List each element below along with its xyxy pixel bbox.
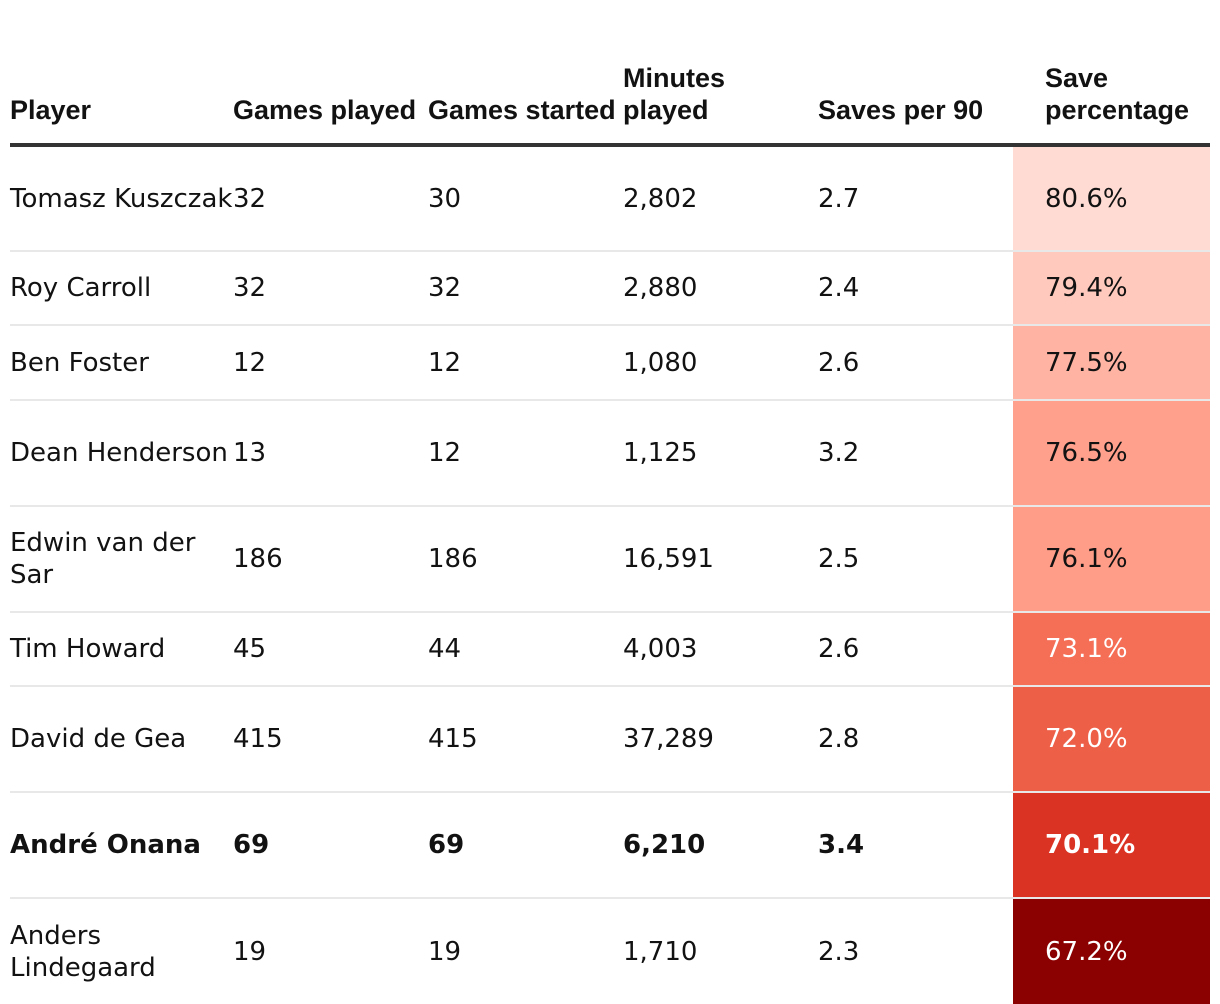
cell-minutes-played: 16,591 bbox=[623, 506, 818, 613]
table-row: Anders Lindegaard 19 19 1,710 2.3 67.2% bbox=[10, 898, 1210, 1004]
cell-games-started: 44 bbox=[428, 612, 623, 687]
cell-games-started: 12 bbox=[428, 400, 623, 507]
header-games-played: Games played bbox=[233, 0, 428, 147]
cell-minutes-played: 2,802 bbox=[623, 145, 818, 252]
cell-player: Tim Howard bbox=[10, 612, 233, 687]
cell-games-started: 19 bbox=[428, 936, 462, 967]
cell-games-started: 415 bbox=[428, 686, 623, 793]
header-player: Player bbox=[10, 0, 233, 147]
cell-save-percentage: 73.1% bbox=[1013, 612, 1210, 687]
cell-games-played: 13 bbox=[233, 400, 428, 507]
header-row: Player Games played Games started Minute… bbox=[10, 0, 1210, 147]
goalkeeper-stats-table: Player Games played Games started Minute… bbox=[10, 0, 1210, 1004]
cell-games-started: 12 bbox=[428, 325, 623, 401]
cell-player: Ben Foster bbox=[10, 325, 233, 401]
table-row: Tim Howard 45 44 4,003 2.6 73.1% bbox=[10, 612, 1210, 687]
table-row: Edwin van der Sar 186 186 16,591 2.5 76.1% bbox=[10, 506, 1210, 613]
cell-save-percentage: 67.2% bbox=[1013, 898, 1210, 1004]
cell-saves-per-90: 3.2 bbox=[818, 400, 1013, 507]
header-games-started: Games started bbox=[428, 0, 623, 147]
cell-player: Dean Henderson bbox=[10, 400, 233, 507]
cell-save-percentage: 79.4% bbox=[1013, 251, 1210, 326]
cell-games-started: 69 bbox=[428, 792, 623, 899]
cell-saves-per-90: 3.4 bbox=[818, 792, 1013, 899]
cell-saves-per-90: 2.4 bbox=[818, 251, 1013, 326]
goalkeeper-stats-table-container: Player Games played Games started Minute… bbox=[10, 0, 1210, 1004]
cell-player: David de Gea bbox=[10, 686, 233, 793]
cell-save-percentage: 76.1% bbox=[1013, 506, 1210, 613]
cell-save-percentage: 76.5% bbox=[1013, 400, 1210, 507]
cell-games-played: 32 bbox=[233, 251, 428, 326]
cell-player: Edwin van der Sar bbox=[10, 506, 233, 613]
cell-player: Anders Lindegaard bbox=[10, 920, 156, 983]
cell-games-played: 415 bbox=[233, 686, 428, 793]
table-row: Roy Carroll 32 32 2,880 2.4 79.4% bbox=[10, 251, 1210, 326]
header-minutes-played: Minutes played bbox=[623, 0, 818, 147]
cell-minutes-played: 2,880 bbox=[623, 251, 818, 326]
cell-games-played: 186 bbox=[233, 506, 428, 613]
table-body: Tomasz Kuszczak 32 30 2,802 2.7 80.6% Roy Carr… bbox=[10, 145, 1210, 1004]
cell-minutes-played: 6,210 bbox=[623, 792, 818, 899]
cell-minutes-played: 1,125 bbox=[623, 400, 818, 507]
cell-games-started: 32 bbox=[428, 251, 623, 326]
cell-player: Tomasz Kuszczak bbox=[10, 145, 233, 252]
cell-save-percentage: 72.0% bbox=[1013, 686, 1210, 793]
cell-games-played: 45 bbox=[233, 612, 428, 687]
cell-saves-per-90: 2.7 bbox=[818, 145, 1013, 252]
cell-saves-per-90: 2.8 bbox=[818, 686, 1013, 793]
table-row: Tomasz Kuszczak 32 30 2,802 2.7 80.6% bbox=[10, 145, 1210, 252]
table-row: Dean Henderson 13 12 1,125 3.2 76.5% bbox=[10, 400, 1210, 507]
header-save-percentage: Save percentage bbox=[1013, 0, 1210, 147]
cell-save-percentage: 77.5% bbox=[1013, 325, 1210, 401]
cell-minutes-played: 37,289 bbox=[623, 686, 818, 793]
cell-saves-per-90: 2.3 bbox=[818, 936, 860, 967]
cell-minutes-played: 1,710 bbox=[623, 936, 698, 967]
cell-saves-per-90: 2.6 bbox=[818, 325, 1013, 401]
table-row: Ben Foster 12 12 1,080 2.6 77.5% bbox=[10, 325, 1210, 401]
cell-games-started: 30 bbox=[428, 145, 623, 252]
cell-games-started: 186 bbox=[428, 506, 623, 613]
cell-player: André Onana bbox=[10, 792, 233, 899]
cell-save-percentage: 70.1% bbox=[1013, 792, 1210, 899]
cell-player: Roy Carroll bbox=[10, 251, 233, 326]
cell-minutes-played: 4,003 bbox=[623, 612, 818, 687]
cell-save-percentage: 80.6% bbox=[1013, 145, 1210, 252]
cell-saves-per-90: 2.5 bbox=[818, 506, 1013, 613]
table-row: David de Gea 415 415 37,289 2.8 72.0% bbox=[10, 686, 1210, 793]
cell-games-played: 32 bbox=[233, 145, 428, 252]
header-saves-per-90: Saves per 90 bbox=[818, 0, 1013, 147]
cell-games-played: 19 bbox=[233, 936, 267, 967]
cell-saves-per-90: 2.6 bbox=[818, 612, 1013, 687]
cell-games-played: 12 bbox=[233, 325, 428, 401]
cell-minutes-played: 1,080 bbox=[623, 325, 818, 401]
table-row: André Onana 69 69 6,210 3.4 70.1% bbox=[10, 792, 1210, 899]
cell-games-played: 69 bbox=[233, 792, 428, 899]
